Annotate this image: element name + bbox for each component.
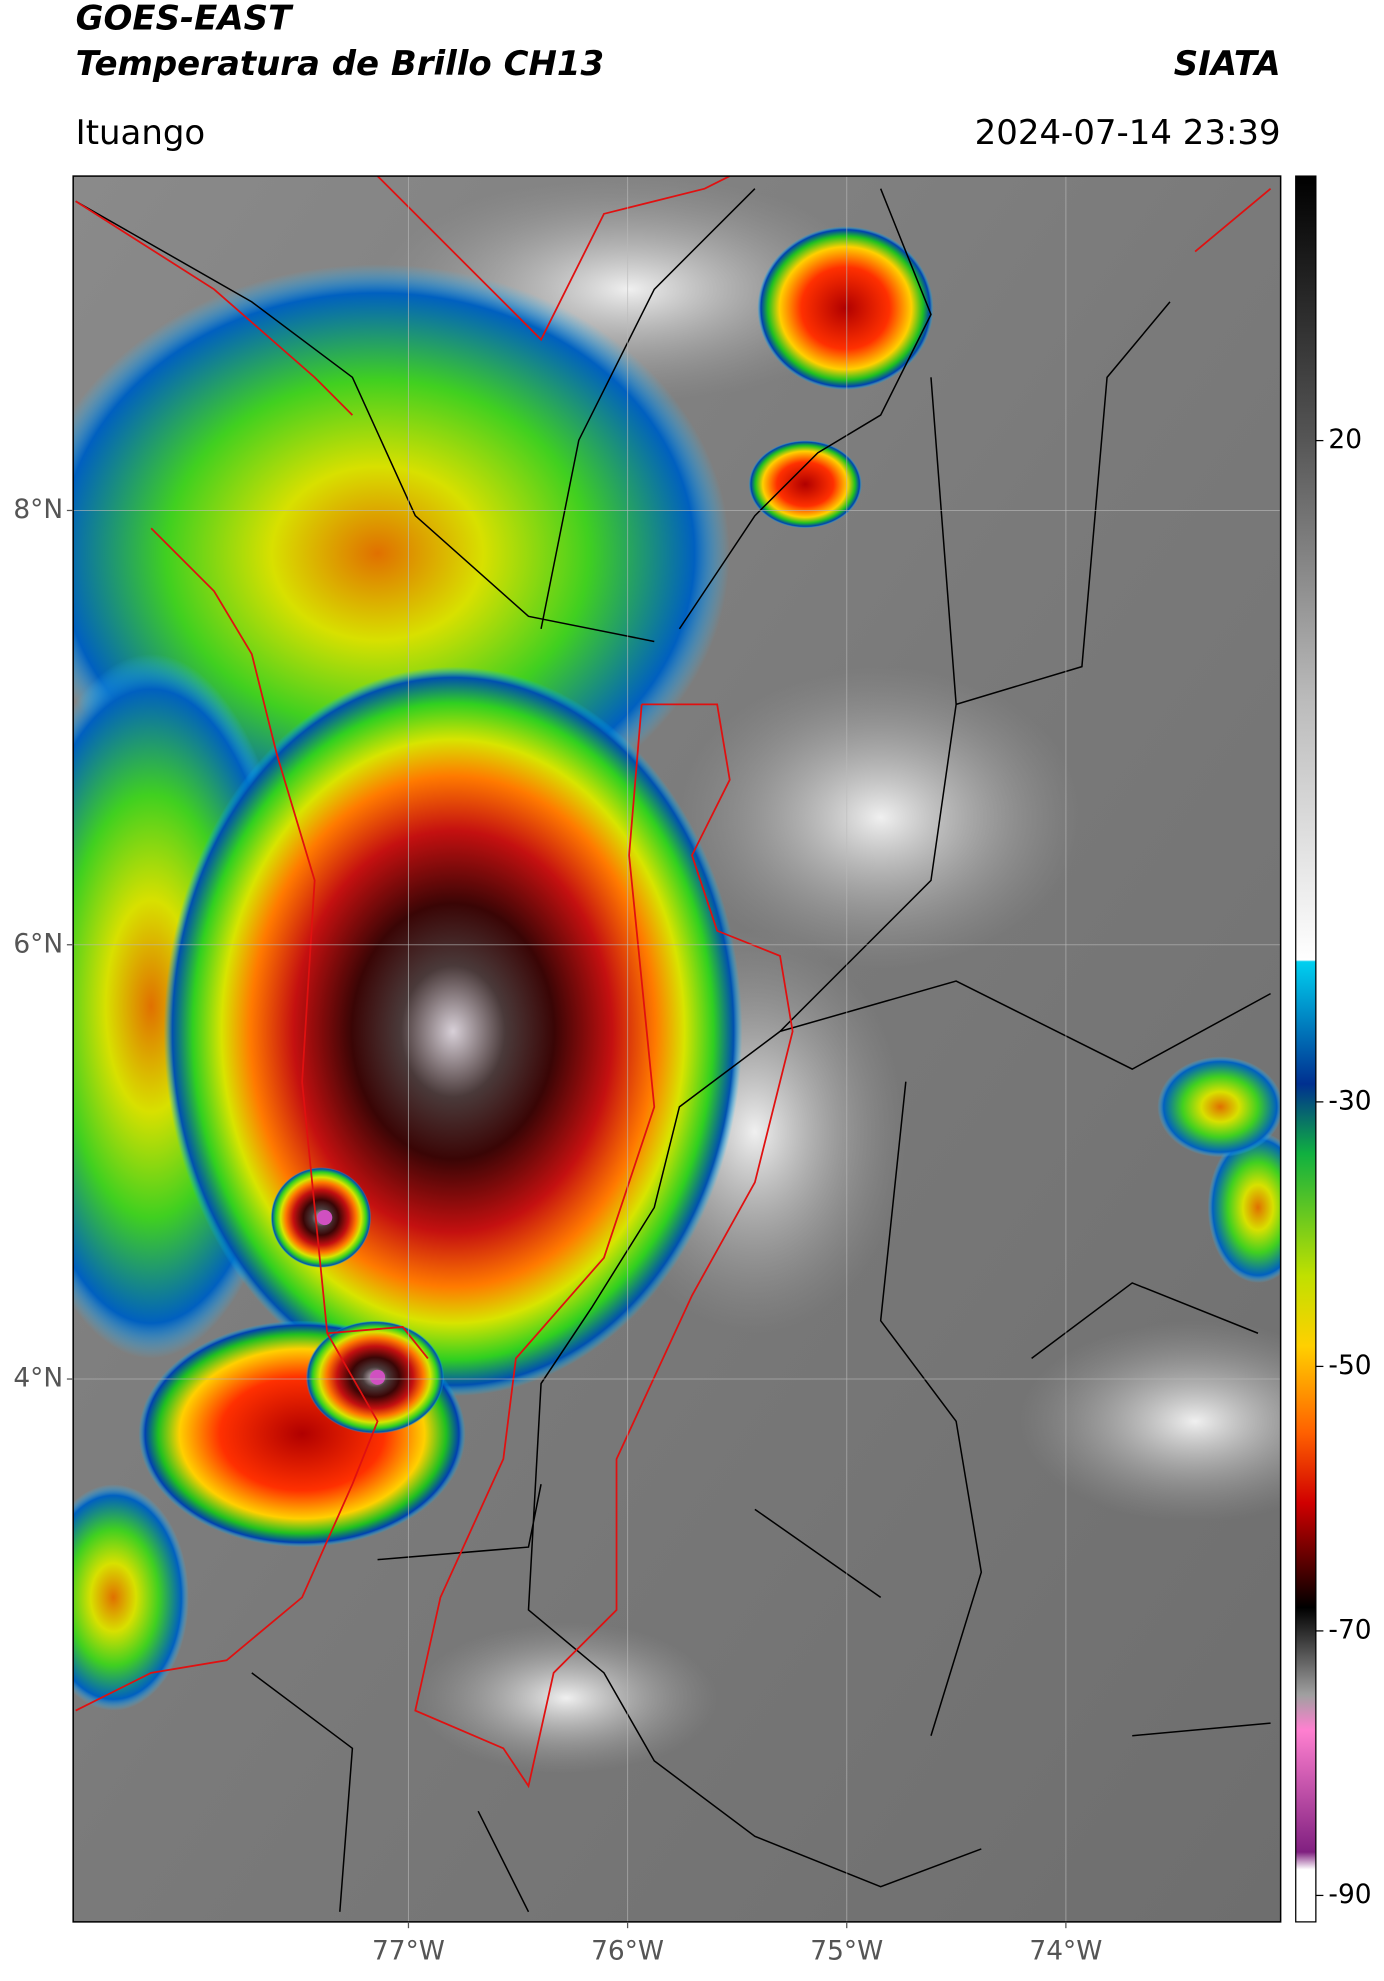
location: Ituango — [76, 113, 206, 153]
lat-tick-label: 8°N — [13, 494, 63, 525]
colorbar-tick-label: -90 — [1328, 1879, 1371, 1910]
lon-tick-label: 74°W — [1029, 1936, 1102, 1967]
colorbar-tick-label: -50 — [1328, 1350, 1371, 1381]
colorbar-tick-label: -30 — [1328, 1085, 1371, 1116]
colorbar — [1295, 175, 1317, 1923]
lat-tick-label: 6°N — [13, 928, 63, 959]
grid — [73, 176, 1281, 1922]
title: GOES-EAST — [76, 0, 294, 39]
datetime: 2024-07-14 23:39 — [975, 113, 1281, 153]
lon-tick-label: 75°W — [810, 1936, 883, 1967]
subtitle: Temperatura de Brillo CH13 — [76, 44, 604, 84]
lon-tick-label: 76°W — [591, 1936, 664, 1967]
map-frame — [72, 175, 1282, 1923]
colorbar-tick-label: -70 — [1328, 1614, 1371, 1645]
source: SIATA — [1174, 44, 1281, 84]
colorbar-tick-label: 20 — [1328, 424, 1362, 455]
satellite-image — [73, 176, 1281, 1922]
lat-tick-label: 4°N — [13, 1363, 63, 1394]
lon-tick-label: 77°W — [372, 1936, 445, 1967]
